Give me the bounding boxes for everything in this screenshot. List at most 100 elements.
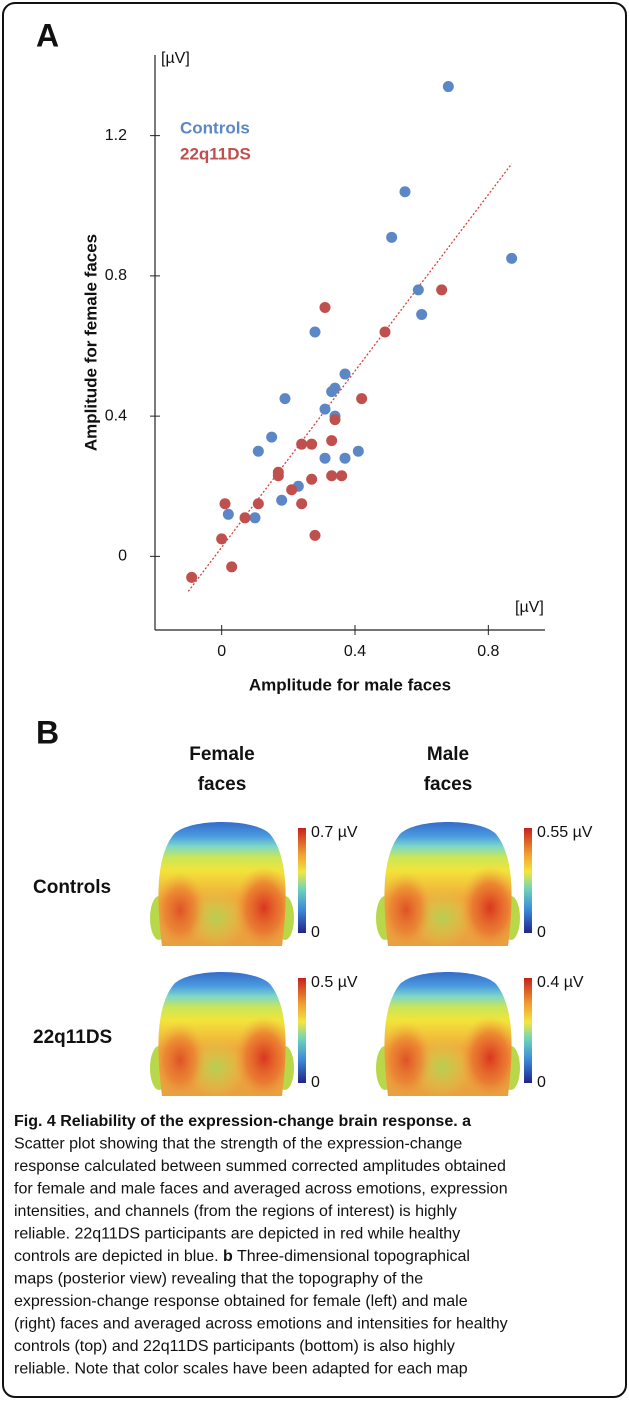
data-point	[442, 81, 454, 93]
data-point	[266, 431, 278, 443]
scale-min-label: 0	[537, 1074, 546, 1091]
data-point	[276, 494, 288, 506]
caption-line: reliable. Note that color scales have be…	[14, 1361, 468, 1378]
data-point	[339, 452, 351, 464]
data-point	[296, 438, 308, 450]
caption-line: for female and male faces and averaged a…	[14, 1181, 508, 1198]
topo-map	[150, 818, 294, 950]
scale-max-label: 0.55 µV	[537, 824, 593, 841]
data-point	[319, 301, 331, 313]
data-point	[352, 445, 364, 457]
data-point	[386, 231, 398, 243]
caption-line: Scatter plot showing that the strength o…	[14, 1136, 462, 1153]
panel-label: A	[36, 17, 59, 53]
data-point	[399, 186, 411, 198]
legend-entry: Controls	[180, 118, 250, 137]
caption-text: (right) faces and averaged across emotio…	[14, 1316, 508, 1333]
caption-text: Three-dimensional topographical	[233, 1248, 470, 1265]
y-tick-label: 0.4	[105, 407, 127, 424]
topo-map	[376, 818, 520, 950]
data-point	[319, 403, 331, 415]
data-point	[336, 470, 348, 482]
data-point	[329, 414, 341, 426]
data-point	[279, 393, 291, 405]
data-point	[306, 473, 318, 485]
column-header: faces	[198, 774, 247, 795]
data-point	[326, 386, 338, 398]
caption-line: controls (top) and 22q11DS participants …	[14, 1338, 455, 1355]
caption-text: reliable. 22q11DS participants are depic…	[14, 1226, 460, 1243]
y-unit: [µV]	[161, 50, 190, 67]
x-tick-label: 0	[217, 643, 226, 660]
data-point	[306, 438, 318, 450]
x-tick-label: 0.8	[477, 643, 499, 660]
y-tick-label: 0	[118, 548, 127, 565]
data-point	[379, 326, 391, 338]
data-point	[339, 368, 351, 380]
caption-title: Fig. 4 Reliability of the expression-cha…	[14, 1113, 471, 1130]
data-point	[186, 571, 198, 583]
data-point	[252, 445, 264, 457]
x-tick-label: 0.4	[344, 643, 366, 660]
y-axis-title: Amplitude for female faces	[81, 234, 100, 451]
data-point	[319, 452, 331, 464]
caption-line: expression-change response obtained for …	[14, 1293, 468, 1310]
topo-map	[376, 968, 520, 1100]
scale-max-label: 0.5 µV	[311, 974, 358, 991]
data-point	[219, 498, 231, 510]
data-point	[226, 561, 238, 573]
caption-line: reliable. 22q11DS participants are depic…	[14, 1226, 460, 1243]
column-header: Female	[189, 744, 254, 765]
data-point	[412, 284, 424, 296]
caption-line: maps (posterior view) revealing that the…	[14, 1271, 423, 1288]
data-point	[326, 435, 338, 447]
data-point	[286, 484, 298, 496]
caption-text: expression-change response obtained for …	[14, 1293, 468, 1310]
caption-text: Scatter plot showing that the strength o…	[14, 1136, 462, 1153]
data-point	[252, 498, 264, 510]
column-header: Male	[427, 744, 469, 765]
row-label: 22q11DS	[33, 1027, 112, 1048]
caption-text: b	[223, 1248, 233, 1265]
x-axis-title: Amplitude for male faces	[249, 675, 451, 694]
data-point	[309, 326, 321, 338]
scale-max-label: 0.7 µV	[311, 824, 358, 841]
scale-min-label: 0	[311, 924, 320, 941]
data-point	[416, 308, 428, 320]
color-scale	[298, 978, 306, 1083]
x-unit: [µV]	[515, 599, 544, 616]
data-point	[436, 284, 448, 296]
color-scale	[298, 828, 306, 933]
data-point	[239, 512, 251, 524]
topo-map	[150, 968, 294, 1100]
caption-line: response calculated between summed corre…	[14, 1158, 506, 1175]
caption-text: controls are depicted in blue.	[14, 1248, 223, 1265]
data-point	[506, 252, 518, 264]
data-point	[222, 508, 234, 520]
scale-min-label: 0	[311, 1074, 320, 1091]
caption-text: maps (posterior view) revealing that the…	[14, 1271, 423, 1288]
scale-min-label: 0	[537, 924, 546, 941]
data-point	[272, 470, 284, 482]
data-point	[326, 470, 338, 482]
caption-text: controls (top) and 22q11DS participants …	[14, 1338, 455, 1355]
scale-max-label: 0.4 µV	[537, 974, 584, 991]
data-point	[249, 512, 261, 524]
caption-line: controls are depicted in blue. b Three-d…	[14, 1248, 470, 1265]
y-tick-label: 1.2	[105, 127, 127, 144]
data-point	[309, 529, 321, 541]
color-scale	[524, 828, 532, 933]
caption-text: response calculated between summed corre…	[14, 1158, 506, 1175]
column-header: faces	[424, 774, 473, 795]
legend-entry: 22q11DS	[180, 144, 251, 163]
caption-text: Fig. 4 Reliability of the expression-cha…	[14, 1113, 471, 1130]
data-point	[296, 498, 308, 510]
caption-text: intensities, and channels (from the regi…	[14, 1203, 457, 1220]
data-point	[356, 393, 368, 405]
caption-text: reliable. Note that color scales have be…	[14, 1361, 468, 1378]
data-point	[216, 533, 228, 545]
panel-label: B	[36, 714, 59, 750]
color-scale	[524, 978, 532, 1083]
